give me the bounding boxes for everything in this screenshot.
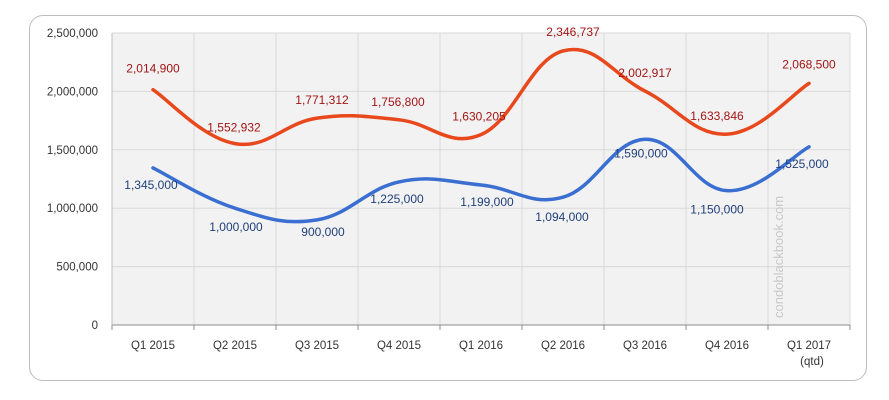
x-tick-label: Q4 2015 xyxy=(377,340,421,352)
series-red-point xyxy=(479,133,483,137)
series-red-data-label: 1,633,846 xyxy=(690,109,744,123)
series-red-data-label: 1,552,932 xyxy=(207,121,261,135)
x-tick-label: Q1 2016 xyxy=(459,340,503,352)
x-tick-label: Q1 2015 xyxy=(131,340,175,352)
series-red-data-label: 2,002,917 xyxy=(618,66,672,80)
x-tick-label: Q4 2016 xyxy=(705,340,749,352)
series-red-data-label: 1,630,205 xyxy=(452,110,506,124)
series-red-data-label: 1,771,312 xyxy=(295,93,349,107)
series-red-point xyxy=(315,116,319,120)
x-tick-label: Q3 2016 xyxy=(623,340,667,352)
series-blue-data-label: 1,094,000 xyxy=(535,210,589,224)
y-tick-label: 1,000,000 xyxy=(47,203,98,215)
series-blue-point xyxy=(807,145,811,149)
series-blue-data-label: 900,000 xyxy=(301,225,345,239)
series-blue-point xyxy=(233,206,237,210)
series-blue-point xyxy=(479,183,483,187)
y-tick-label: 2,500,000 xyxy=(47,28,98,40)
watermark-text: condoblackbook.com xyxy=(771,196,786,318)
series-blue-data-label: 1,590,000 xyxy=(614,146,668,160)
series-blue-point xyxy=(397,180,401,184)
x-tick-label: Q3 2015 xyxy=(295,340,339,352)
series-red-point xyxy=(233,142,237,146)
series-red-data-label: 2,068,500 xyxy=(782,57,836,71)
series-red-point xyxy=(397,118,401,122)
x-tick-label: (qtd) xyxy=(800,356,824,368)
series-red-point xyxy=(725,132,729,136)
series-blue-point xyxy=(561,195,565,199)
series-blue-data-label: 1,000,000 xyxy=(209,220,263,234)
series-red-data-label: 2,346,737 xyxy=(546,25,600,39)
series-red-point xyxy=(643,89,647,93)
x-tick-label: Q1 2017 xyxy=(787,340,831,352)
x-tick-label: Q2 2015 xyxy=(213,340,257,352)
series-blue-point xyxy=(725,189,729,193)
y-tick-label: 500,000 xyxy=(56,262,98,274)
plot-area xyxy=(112,33,850,325)
series-red-point xyxy=(561,49,565,53)
series-blue-data-label: 1,225,000 xyxy=(370,192,424,206)
x-tick-label: Q2 2016 xyxy=(541,340,585,352)
series-blue-point xyxy=(151,166,155,170)
series-blue-point xyxy=(315,218,319,222)
y-tick-label: 1,500,000 xyxy=(47,145,98,157)
series-red-point xyxy=(151,88,155,92)
series-blue-data-label: 1,150,000 xyxy=(690,203,744,217)
series-red-data-label: 1,756,800 xyxy=(371,95,425,109)
y-tick-label: 2,000,000 xyxy=(47,86,98,98)
series-blue-data-label: 1,525,000 xyxy=(775,157,829,171)
series-blue-line xyxy=(151,137,811,224)
series-blue-data-label: 1,199,000 xyxy=(460,195,514,209)
y-tick-label: 0 xyxy=(92,320,98,332)
series-red-point xyxy=(807,81,811,85)
series-red-data-label: 2,014,900 xyxy=(126,62,180,76)
series-blue-data-label: 1,345,000 xyxy=(124,178,178,192)
series-red-line xyxy=(151,47,811,147)
series-blue-point xyxy=(643,137,647,141)
